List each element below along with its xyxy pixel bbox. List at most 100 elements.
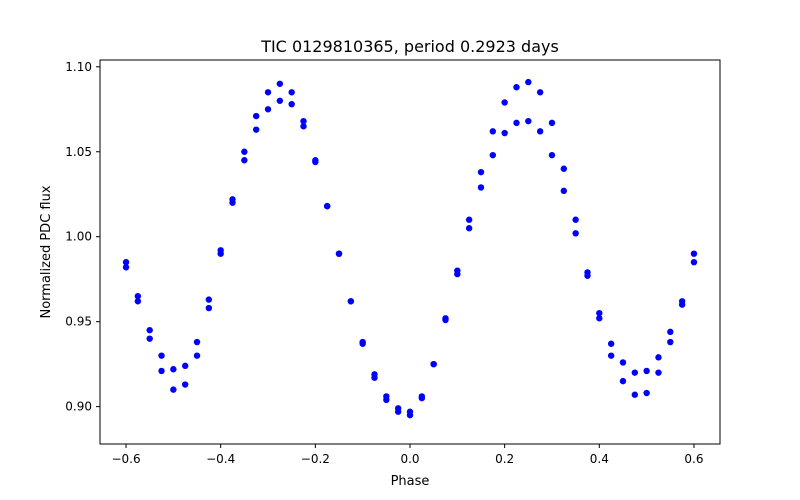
data-point [501, 99, 508, 106]
x-tick-label: −0.6 [111, 452, 140, 466]
data-point [572, 230, 579, 237]
data-point [655, 369, 662, 376]
data-point [347, 298, 355, 305]
data-point [134, 292, 142, 300]
data-point [158, 352, 165, 359]
data-points [122, 78, 698, 419]
y-tick-label: 1.00 [65, 230, 92, 244]
data-point [264, 89, 272, 96]
x-tick-label: 0.2 [495, 452, 514, 466]
data-point [607, 352, 615, 359]
y-tick-label: 0.95 [65, 315, 92, 329]
y-tick-label: 1.05 [65, 145, 92, 159]
data-point [122, 258, 130, 266]
y-axis-ticks: 0.90 0.95 1.00 1.05 1.10 [65, 60, 100, 414]
data-point [323, 202, 331, 210]
y-axis-label: Normalized PDC flux [39, 185, 54, 318]
data-point [430, 360, 437, 368]
data-point [643, 367, 650, 375]
data-point [536, 128, 544, 135]
data-point [631, 391, 639, 398]
data-point [252, 126, 260, 133]
data-point [631, 369, 639, 376]
data-point [442, 316, 449, 324]
data-point [229, 199, 236, 206]
data-point [158, 367, 165, 375]
data-point [525, 117, 532, 125]
data-point [241, 148, 248, 155]
data-point [205, 304, 213, 312]
data-point [454, 270, 461, 278]
data-point [690, 258, 698, 266]
data-point [596, 315, 603, 322]
data-point [170, 366, 177, 373]
data-point [371, 371, 378, 378]
data-point [300, 117, 307, 125]
data-point [690, 250, 698, 257]
data-point [146, 326, 153, 334]
data-point [477, 184, 485, 191]
x-axis-label: Phase [391, 474, 430, 489]
data-point [560, 187, 568, 195]
data-point [678, 298, 686, 305]
chart-title: TIC 0129810365, period 0.2923 days [260, 37, 559, 56]
data-point [394, 405, 402, 412]
data-point [667, 338, 674, 346]
data-point [300, 123, 307, 130]
data-point [288, 89, 295, 96]
plot-frame [99, 59, 721, 445]
data-point [181, 381, 189, 388]
x-tick-label: −0.2 [301, 452, 330, 466]
data-point [264, 106, 272, 113]
data-point [205, 296, 213, 303]
data-point [548, 151, 556, 159]
data-point [193, 338, 201, 346]
data-point [489, 151, 497, 159]
data-point [252, 112, 260, 120]
data-point [312, 158, 319, 166]
data-point [217, 247, 224, 254]
data-point [548, 119, 556, 127]
data-point [607, 340, 615, 347]
data-point [465, 225, 473, 232]
data-point [276, 97, 284, 104]
x-tick-label: 0.6 [684, 452, 703, 466]
data-point [134, 298, 142, 305]
data-point [193, 352, 201, 359]
data-point [525, 78, 532, 86]
data-point [560, 165, 568, 172]
data-point [465, 216, 473, 223]
x-tick-label: −0.4 [206, 452, 235, 466]
x-tick-label: 0.0 [400, 452, 419, 466]
data-point [359, 338, 366, 346]
data-point [513, 83, 520, 91]
data-point [619, 377, 627, 385]
data-point [477, 168, 485, 176]
data-point [276, 80, 284, 87]
data-point [418, 393, 426, 400]
data-point [536, 89, 544, 96]
data-point [596, 309, 603, 317]
x-tick-label: 0.4 [590, 452, 609, 466]
data-point [619, 359, 627, 366]
data-point [584, 272, 591, 279]
data-point [170, 386, 177, 393]
data-point [489, 128, 497, 135]
x-axis-ticks: −0.6 −0.4 −0.2 0.0 0.2 0.4 0.6 [111, 444, 704, 466]
y-tick-label: 0.90 [65, 400, 92, 414]
data-point [181, 362, 189, 370]
data-point [146, 335, 153, 342]
data-point [288, 100, 295, 108]
data-point [513, 119, 520, 127]
data-point [655, 354, 662, 361]
data-point [241, 157, 248, 164]
data-point [335, 250, 343, 257]
data-point [501, 129, 508, 137]
data-point [643, 389, 650, 397]
data-point [572, 216, 579, 223]
data-point [122, 264, 130, 271]
data-point [383, 393, 390, 400]
y-tick-label: 1.10 [65, 60, 92, 74]
data-point [667, 328, 674, 336]
